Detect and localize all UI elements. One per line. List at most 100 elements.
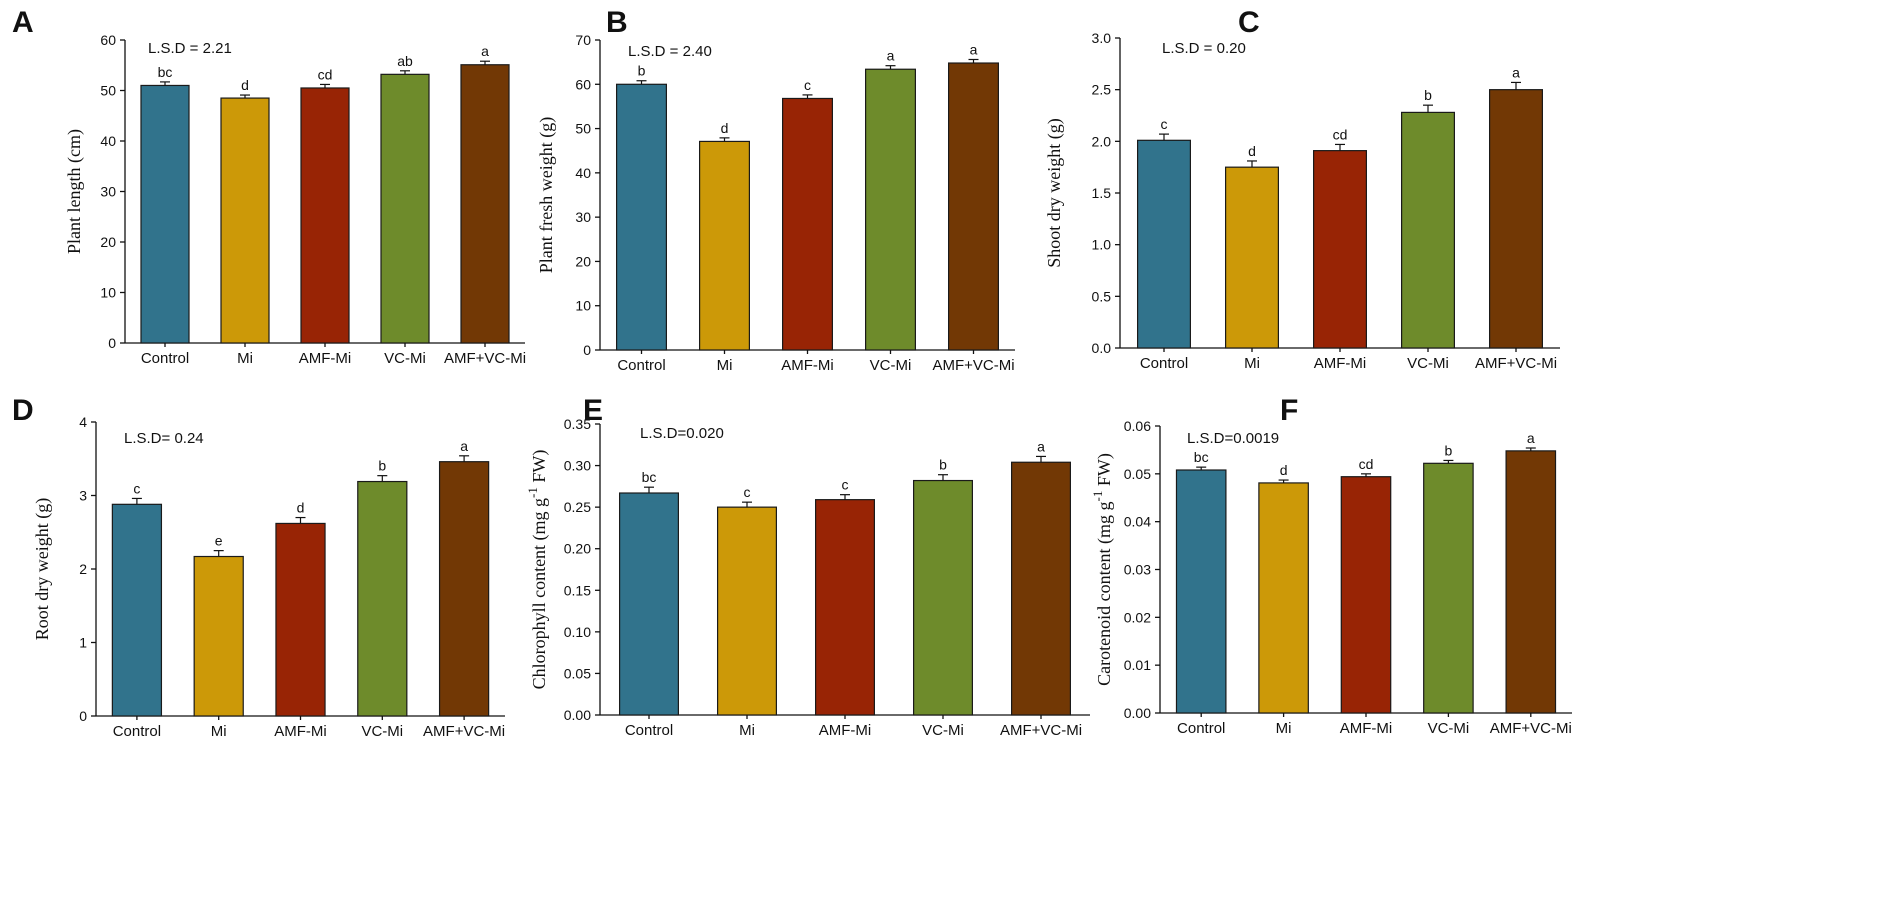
y-tick-label: 70: [575, 32, 591, 48]
bar-vc-mi: [380, 73, 430, 344]
significance-letter: a: [1527, 430, 1535, 446]
x-tick-label: Control: [141, 350, 189, 367]
x-tick-label: Mi: [211, 723, 227, 740]
y-tick-label: 0.02: [1124, 609, 1151, 625]
y-tick-label: 2.0: [1092, 133, 1112, 149]
x-tick-label: AMF-Mi: [781, 357, 834, 374]
x-tick-label: AMF+VC-Mi: [1000, 722, 1082, 739]
bar-control: [1175, 469, 1227, 714]
significance-letter: c: [133, 480, 140, 496]
x-tick-label: Control: [617, 357, 665, 374]
chart-panel-a: A 0 10 20 30 40 50 60 Plant length (cm) L.S.D = 2…: [12, 6, 526, 367]
panel-letter: A: [12, 6, 34, 39]
y-tick-label: 0.03: [1124, 562, 1151, 578]
y-tick-label: 4: [79, 414, 87, 430]
bar-amf-mi: [300, 87, 350, 344]
x-tick-label: VC-Mi: [922, 722, 964, 739]
significance-letter: c: [1161, 116, 1168, 132]
bar-control: [618, 492, 679, 716]
significance-letter: d: [241, 77, 249, 93]
y-tick-label: 30: [100, 184, 116, 200]
panel-letter: D: [12, 394, 34, 427]
significance-letter: b: [1424, 87, 1432, 103]
y-axis-label-main: Chlorophyll content (mg g: [529, 498, 550, 689]
bar-vc-mi: [1423, 462, 1474, 714]
x-tick-label: Mi: [1276, 720, 1292, 737]
y-tick-label: 1.5: [1092, 185, 1112, 201]
y-tick-label: 1.0: [1092, 237, 1112, 253]
x-tick-label: AMF+VC-Mi: [1475, 355, 1557, 372]
y-tick-label: 0: [108, 335, 116, 351]
x-tick-label: AMF-Mi: [1314, 355, 1367, 372]
x-tick-label: VC-Mi: [1428, 720, 1470, 737]
y-tick-label: 0.15: [564, 582, 591, 598]
x-tick-label: Control: [1140, 355, 1188, 372]
y-tick-label: 0.05: [564, 665, 591, 681]
x-tick-label: AMF+VC-Mi: [932, 357, 1014, 374]
significance-letter: a: [887, 48, 895, 64]
y-tick-label: 30: [575, 209, 591, 225]
y-tick-label: 1: [79, 635, 87, 651]
bar-mi: [716, 506, 777, 716]
y-tick-label: 0.35: [564, 416, 591, 432]
y-axis-label-main: Carotenoid content (mg g: [1094, 501, 1115, 685]
y-tick-label: 0: [583, 342, 591, 358]
chart-panel-b: B 0 10 20 30 40 50 60 70 Plant fresh weight (g) L.…: [536, 6, 1015, 374]
y-tick-label: 20: [575, 253, 591, 269]
x-tick-label: VC-Mi: [361, 723, 403, 740]
lsd-annotation: L.S.D= 0.24: [124, 430, 204, 447]
bar-control: [140, 84, 190, 344]
chart-panel-e: E 0.00 0.05 0.10 0.15 0.20 0.25 0.30 0.35 Chlorop…: [525, 394, 1090, 739]
significance-letter: d: [721, 120, 729, 136]
y-tick-label: 0.10: [564, 624, 591, 640]
significance-letter: e: [215, 533, 223, 549]
significance-letter: b: [378, 458, 386, 474]
y-tick-label: 0.30: [564, 458, 591, 474]
chart-panel-d: D 0 1 2 3 4 Root dry weight (g) L.S.D= 0.24 c Con…: [12, 394, 505, 740]
y-axis-label-tail: FW): [1094, 453, 1115, 491]
x-tick-label: Mi: [1244, 355, 1260, 372]
y-tick-label: 20: [100, 234, 116, 250]
significance-letter: b: [1445, 442, 1453, 458]
y-tick-label: 2.5: [1092, 82, 1112, 98]
bar-vc-mi: [864, 68, 916, 351]
lsd-annotation: L.S.D=0.0019: [1187, 430, 1279, 447]
significance-letter: c: [744, 484, 751, 500]
bar-vc-mi: [1400, 111, 1455, 349]
bar-amf-vc-mi: [438, 461, 490, 717]
significance-letter: a: [1512, 64, 1520, 80]
significance-letter: b: [939, 457, 947, 473]
y-axis-label-superscript: -1: [1090, 491, 1105, 502]
y-axis-label: Root dry weight (g): [32, 498, 53, 640]
bar-amf-vc-mi: [1010, 461, 1071, 716]
bar-amf-mi: [781, 97, 833, 351]
significance-letter: b: [638, 63, 646, 79]
y-tick-label: 0.01: [1124, 657, 1151, 673]
bar-mi: [698, 140, 750, 351]
bar-amf-vc-mi: [460, 64, 510, 344]
y-tick-label: 3.0: [1092, 30, 1112, 46]
y-tick-label: 50: [100, 83, 116, 99]
significance-letter: a: [481, 43, 489, 59]
significance-letter: bc: [642, 469, 657, 485]
significance-letter: bc: [1194, 449, 1209, 465]
y-tick-label: 10: [575, 298, 591, 314]
panel-letter: E: [583, 394, 603, 427]
y-tick-label: 0.0: [1092, 340, 1112, 356]
y-tick-label: 40: [575, 165, 591, 181]
y-tick-label: 60: [575, 76, 591, 92]
x-tick-label: Control: [113, 723, 161, 740]
x-tick-label: VC-Mi: [384, 350, 426, 367]
y-tick-label: 0.25: [564, 499, 591, 515]
y-tick-label: 40: [100, 133, 116, 149]
lsd-annotation: L.S.D=0.020: [640, 425, 724, 442]
bar-vc-mi: [357, 480, 408, 717]
significance-letter: d: [297, 500, 305, 516]
y-tick-label: 0.06: [1124, 418, 1151, 434]
y-axis-label: Chlorophyll content (mg g-1 FW): [525, 450, 550, 690]
bar-amf-mi: [275, 522, 326, 717]
x-tick-label: AMF-Mi: [1340, 720, 1393, 737]
y-tick-label: 60: [100, 32, 116, 48]
bar-amf-vc-mi: [1505, 450, 1557, 714]
bar-mi: [193, 555, 244, 717]
